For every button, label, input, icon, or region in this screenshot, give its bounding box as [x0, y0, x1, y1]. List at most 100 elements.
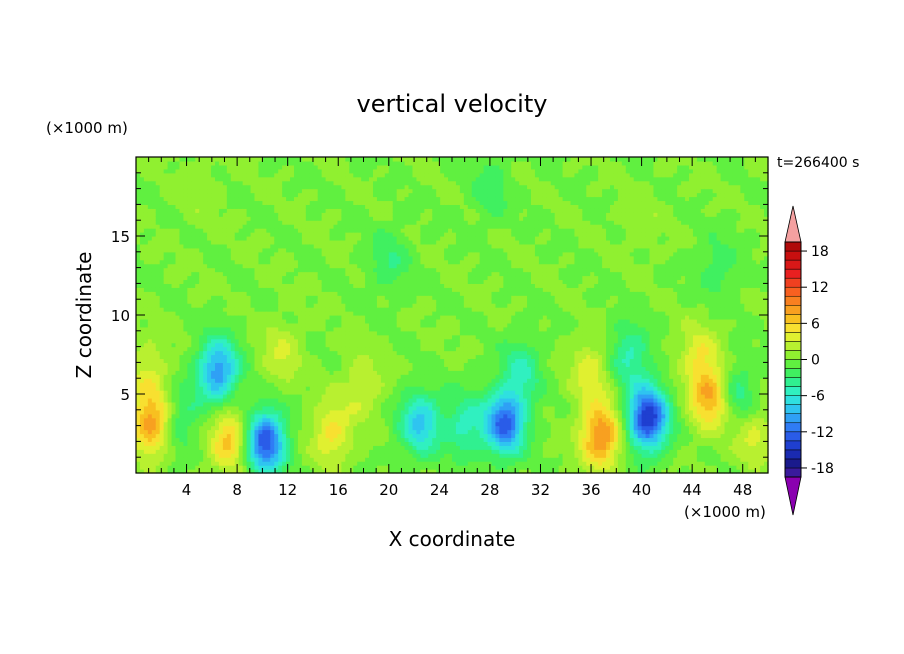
contour-cell: [325, 382, 331, 387]
contour-cell: [151, 216, 157, 221]
contour-cell: [238, 196, 244, 202]
contour-cell: [349, 259, 354, 265]
contour-cell: [171, 390, 177, 395]
contour-cell: [136, 346, 141, 352]
contour-cell: [226, 220, 232, 225]
contour-cell: [171, 303, 177, 308]
contour-cell: [238, 358, 244, 363]
contour-cell: [282, 259, 287, 265]
contour-cell: [337, 303, 342, 308]
contour-cell: [159, 220, 165, 225]
contour-cell: [341, 342, 346, 348]
contour-cell: [270, 425, 275, 431]
contour-cell: [376, 160, 382, 166]
contour-cell: [262, 342, 267, 348]
contour-cell: [305, 243, 311, 249]
contour-cell: [357, 168, 362, 174]
contour-cell: [250, 184, 256, 190]
contour-cell: [175, 441, 181, 446]
contour-cell: [183, 453, 188, 458]
contour-cell: [175, 469, 181, 474]
contour-cell: [297, 437, 303, 442]
contour-cell: [211, 236, 216, 241]
contour-cell: [286, 445, 291, 450]
contour-cell: [349, 271, 354, 277]
contour-cell: [258, 378, 263, 383]
contour-cell: [337, 425, 342, 431]
contour-cell: [147, 212, 153, 217]
contour-cell: [238, 366, 244, 371]
contour-cell: [294, 263, 299, 269]
contour-cell: [325, 224, 331, 229]
contour-cell: [337, 378, 342, 383]
contour-cell: [151, 469, 157, 474]
contour-cell: [147, 287, 153, 292]
contour-cell: [151, 413, 157, 419]
contour-cell: [290, 224, 295, 229]
contour-cell: [380, 417, 386, 423]
contour-cell: [278, 208, 283, 213]
contour-cell: [329, 374, 335, 379]
contour-cell: [313, 204, 319, 209]
contour-cell: [211, 180, 216, 186]
contour-cell: [191, 311, 196, 316]
contour-cell: [345, 326, 350, 332]
contour-cell: [353, 303, 358, 308]
contour-cell: [325, 251, 331, 257]
contour-cell: [305, 366, 311, 371]
contour-cell: [282, 196, 287, 202]
contour-cell: [353, 291, 358, 296]
contour-cell: [301, 239, 307, 245]
contour-cell: [329, 394, 335, 399]
contour-cell: [262, 449, 267, 454]
contour-cell: [258, 311, 263, 316]
contour-cell: [234, 378, 240, 383]
contour-cell: [175, 315, 181, 320]
contour-cell: [262, 394, 267, 399]
contour-cell: [222, 397, 228, 403]
contour-cell: [254, 176, 260, 182]
contour-cell: [317, 413, 323, 419]
contour-cell: [301, 350, 307, 356]
contour-cell: [337, 465, 342, 470]
contour-cell: [337, 172, 342, 178]
contour-cell: [329, 469, 335, 474]
contour-cell: [258, 164, 263, 170]
contour-cell: [290, 421, 295, 427]
contour-cell: [282, 279, 287, 284]
contour-cell: [222, 362, 228, 367]
contour-cell: [151, 255, 157, 261]
contour-cell: [301, 433, 307, 439]
contour-cell: [175, 421, 181, 427]
contour-cell: [278, 220, 283, 225]
contour-cell: [250, 417, 256, 423]
contour-cell: [270, 362, 275, 367]
contour-cell: [139, 421, 145, 427]
contour-cell: [254, 243, 260, 249]
contour-cell: [294, 405, 299, 411]
contour-cell: [357, 283, 362, 288]
contour-cell: [376, 378, 382, 383]
contour-cell: [270, 212, 275, 217]
contour-cell: [341, 334, 346, 340]
contour-cell: [159, 184, 165, 190]
contour-cell: [226, 303, 232, 308]
contour-cell: [258, 445, 263, 450]
contour-cell: [337, 287, 342, 292]
contour-cell: [147, 354, 153, 360]
contour-cell: [222, 457, 228, 462]
contour-cell: [175, 445, 181, 450]
contour-cell: [167, 307, 173, 312]
contour-cell: [203, 271, 208, 277]
contour-cell: [321, 188, 327, 194]
contour-cell: [365, 390, 370, 395]
contour-cell: [361, 433, 366, 439]
contour-cell: [270, 275, 275, 281]
contour-cell: [373, 449, 378, 454]
contour-cell: [250, 212, 256, 217]
contour-cell: [155, 386, 161, 391]
contour-cell: [305, 160, 311, 166]
contour-cell: [167, 208, 173, 213]
contour-cell: [199, 358, 204, 363]
contour-cell: [175, 358, 181, 363]
